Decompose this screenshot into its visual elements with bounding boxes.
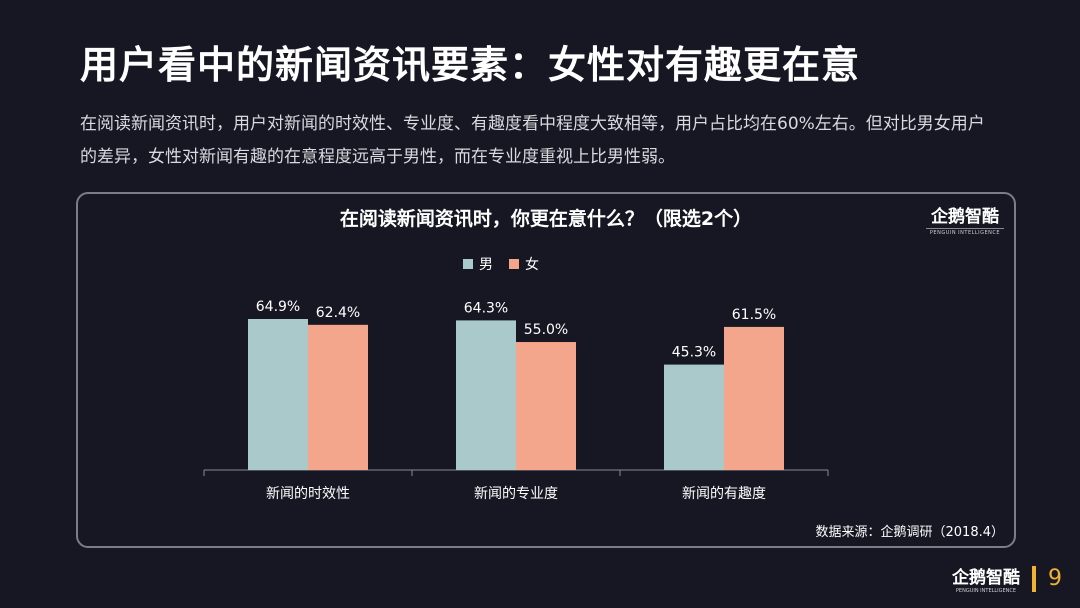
chart-legend: 男 女 (463, 254, 539, 274)
footer-divider (1032, 565, 1036, 592)
data-source: 数据来源：企鹅调研（2018.4） (815, 525, 1005, 540)
legend-label-male: 男 (479, 257, 493, 273)
page-title: 用户看中的新闻资讯要素：女性对有趣更在意 (80, 43, 861, 87)
page-description: 在阅读新闻资讯时，用户对新闻的时效性、专业度、有趣度看中程度大致相等，用户占比均… (80, 114, 985, 167)
bar-male-2 (456, 320, 516, 470)
category-label-3: 新闻的有趣度 (682, 486, 766, 502)
category-label-2: 新闻的专业度 (474, 486, 558, 502)
page-number: 9 (1048, 566, 1062, 591)
bar-male-3 (664, 364, 724, 470)
data-label-male-3: 45.3% (672, 345, 716, 361)
brand-logo: 企鹅智酷 PENGUIN INTELLIGENCE (926, 202, 1004, 236)
footer-brand-logo: 企鹅智酷 PENGUIN INTELLIGENCE (952, 563, 1020, 594)
data-label-female-2: 55.0% (524, 322, 568, 338)
footer-brand-subtitle: PENGUIN INTELLIGENCE (955, 588, 1017, 594)
legend-label-female: 女 (525, 257, 539, 273)
chart-title: 在阅读新闻资讯时，你更在意什么？（限选2个） (339, 208, 753, 230)
bar-female-1 (308, 324, 368, 470)
legend-swatch-male (463, 259, 473, 269)
chart-panel: 在阅读新闻资讯时，你更在意什么？（限选2个） 企鹅智酷 PENGUIN INTE… (76, 192, 1016, 548)
brand-name: 企鹅智酷 (931, 207, 999, 227)
footer-brand-name: 企鹅智酷 (952, 568, 1020, 588)
data-label-female-3: 61.5% (732, 307, 776, 323)
brand-subtitle: PENGUIN INTELLIGENCE (926, 228, 1004, 236)
legend-item-male: 男 (463, 254, 493, 274)
bar-female-2 (516, 342, 576, 470)
bar-male-1 (248, 319, 308, 470)
legend-swatch-female (509, 259, 519, 269)
footer: 企鹅智酷 PENGUIN INTELLIGENCE 9 (952, 563, 1062, 594)
data-label-male-2: 64.3% (464, 300, 508, 316)
bar-chart: 64.9% 62.4% 新闻的时效性 64.3% 55.0% 新闻的专业度 45.3% 61.… (203, 299, 829, 502)
category-label-1: 新闻的时效性 (266, 486, 350, 502)
bar-female-3 (724, 326, 784, 470)
data-label-female-1: 62.4% (316, 305, 360, 321)
data-label-male-1: 64.9% (256, 299, 300, 315)
legend-item-female: 女 (509, 254, 539, 274)
